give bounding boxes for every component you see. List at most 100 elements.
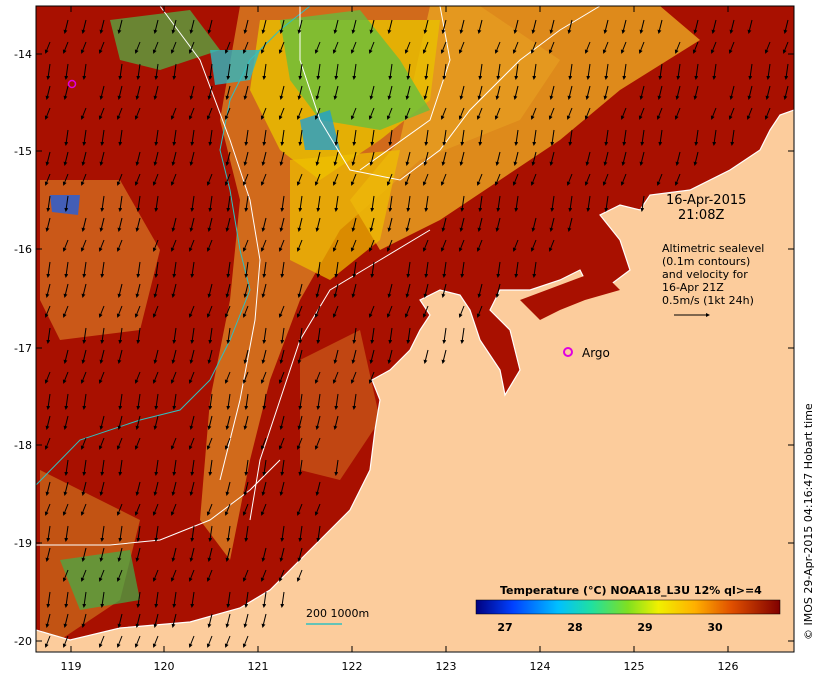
velocity-arrow [154,63,159,80]
time-label: 21:08Z [678,208,724,223]
velocity-arrow [152,173,159,186]
velocity-arrow [441,283,447,298]
velocity-arrow [98,437,105,450]
velocity-arrow [80,173,87,186]
velocity-arrow [80,569,87,582]
velocity-arrow [297,217,303,232]
velocity-arrow [495,217,501,232]
velocity-arrow [314,503,321,516]
velocity-arrow [171,349,177,364]
velocity-arrow [316,261,321,278]
velocity-arrow [422,173,429,186]
velocity-arrow [404,41,411,54]
colorbar-tick-label: 29 [637,621,652,634]
velocity-arrow [567,19,573,34]
velocity-arrow [368,239,375,252]
velocity-arrow [315,415,321,430]
velocity-arrow [494,41,501,54]
velocity-arrow [190,261,195,278]
argo-float-marker-nw[interactable] [67,79,77,89]
velocity-arrow [242,173,249,186]
velocity-arrow [298,393,303,410]
velocity-arrow [262,129,267,146]
velocity-arrow [262,591,267,608]
velocity-arrow [153,415,159,430]
velocity-arrow [45,283,51,298]
velocity-arrow [208,63,213,80]
velocity-arrow [189,349,195,364]
velocity-arrow [152,305,159,318]
velocity-arrow [530,239,537,252]
velocity-arrow [369,217,375,232]
velocity-arrow [261,613,267,628]
velocity-arrow [172,327,177,344]
velocity-arrow [80,107,87,120]
velocity-arrow [747,19,753,34]
velocity-arrow [261,217,267,232]
velocity-arrow [458,239,465,252]
velocity-arrow [297,349,303,364]
velocity-arrow [207,283,213,298]
velocity-arrow [80,437,87,450]
argo-float-marker[interactable] [563,347,573,357]
velocity-arrow [513,85,519,100]
velocity-arrow [261,547,267,562]
velocity-arrow [64,525,69,542]
velocity-arrow [442,327,447,344]
velocity-arrow [172,591,177,608]
velocity-arrow [82,591,87,608]
velocity-arrow [405,217,411,232]
velocity-arrow [296,173,303,186]
velocity-arrow [62,305,69,318]
velocity-arrow [262,63,267,80]
velocity-arrow [314,41,321,54]
velocity-arrow [496,261,501,278]
velocity-arrow [136,525,141,542]
velocity-arrow [81,613,87,628]
velocity-arrow [225,481,231,496]
velocity-arrow [297,283,303,298]
velocity-arrow [530,107,537,120]
velocity-arrow [82,63,87,80]
lat-tick-label: -18 [14,439,32,452]
velocity-arrow [280,129,285,146]
velocity-arrow [406,63,411,80]
lon-tick-label: 122 [342,660,363,673]
velocity-arrow [152,371,159,384]
velocity-arrow [639,85,645,100]
velocity-arrow [476,173,483,186]
velocity-arrow [386,239,393,252]
velocity-arrow [423,85,429,100]
velocity-arrow [98,305,105,318]
velocity-arrow [604,195,609,212]
velocity-arrow [388,195,393,212]
velocity-arrow [260,107,267,120]
velocity-arrow [657,85,663,100]
velocity-arrow [639,19,645,34]
velocity-arrow [170,173,177,186]
velocity-arrow [388,63,393,80]
velocity-arrow [532,129,537,146]
velocity-arrow [278,569,285,582]
velocity-arrow [243,481,249,496]
velocity-arrow [81,481,87,496]
velocity-arrow [118,195,123,212]
velocity-arrow [352,327,357,344]
velocity-arrow [135,85,141,100]
velocity-arrow [188,107,195,120]
velocity-arrow [657,19,663,34]
velocity-arrow [602,173,609,186]
velocity-arrow [370,195,375,212]
velocity-arrow [387,349,393,364]
velocity-arrow [584,107,591,120]
velocity-arrow [585,85,591,100]
velocity-arrow [63,19,69,34]
velocity-arrow [134,107,141,120]
velocity-arrow [296,305,303,318]
velocity-arrow [45,481,51,496]
velocity-arrow [712,129,717,146]
velocity-arrow [116,569,123,582]
velocity-arrow [262,459,267,476]
velocity-arrow [134,305,141,318]
velocity-arrow [207,19,213,34]
